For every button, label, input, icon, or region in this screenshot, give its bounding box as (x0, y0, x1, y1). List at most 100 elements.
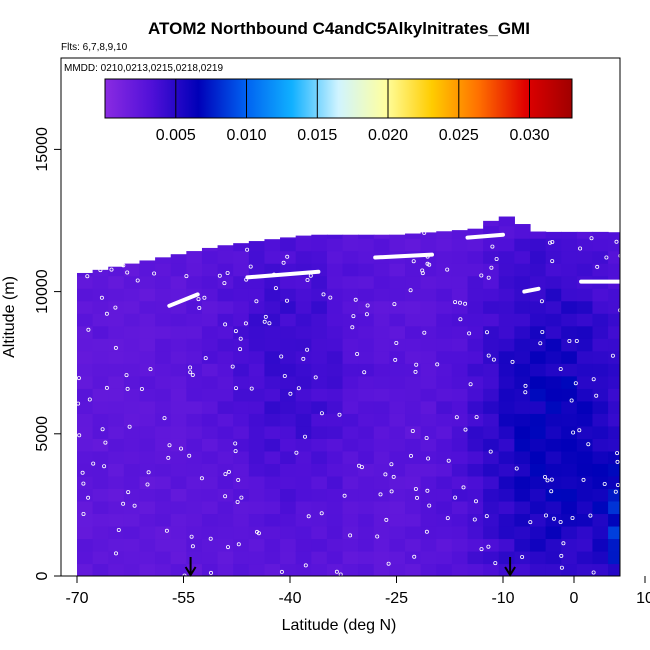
heatmap-cell (639, 413, 650, 426)
heatmap-cell (248, 375, 266, 389)
heatmap-cell (311, 313, 328, 327)
heatmap-cell (342, 475, 359, 489)
heatmap-cell (233, 475, 250, 489)
heatmap-cell (77, 375, 94, 389)
heatmap-cell (248, 475, 266, 489)
heatmap-cell (483, 525, 500, 540)
heatmap-cell (280, 375, 297, 389)
heatmap-cell (467, 438, 484, 452)
heatmap-cell (405, 263, 422, 277)
heatmap-cell (451, 388, 469, 402)
heatmap-cell (529, 488, 547, 502)
heatmap-cell (108, 563, 125, 576)
heatmap-cell (373, 338, 390, 352)
colorbar-tick-label: 0.005 (156, 127, 196, 144)
data-point (588, 513, 593, 518)
heatmap-cell (608, 475, 620, 489)
data-point (484, 330, 489, 335)
heatmap-cell (264, 500, 281, 515)
heatmap-cell (545, 438, 562, 452)
heatmap-cell (295, 313, 312, 327)
heatmap-cell (592, 463, 609, 477)
heatmap-cell (233, 400, 250, 414)
data-point (100, 427, 105, 432)
data-point (351, 314, 356, 319)
heatmap-cell (311, 250, 328, 264)
heatmap-cell (436, 413, 453, 427)
data-point (254, 529, 259, 534)
heatmap-cell (233, 363, 250, 377)
heatmap-cell (123, 375, 141, 389)
data-point (463, 301, 468, 306)
heatmap-cell (436, 475, 453, 489)
heatmap-cell (186, 538, 203, 552)
heatmap-cell (576, 250, 594, 264)
heatmap-cell (217, 263, 234, 277)
heatmap-cell (592, 313, 609, 327)
heatmap-cell (248, 300, 266, 314)
heatmap-cell (123, 338, 141, 352)
heatmap-cell (608, 263, 620, 277)
heatmap-cell (280, 388, 297, 402)
heatmap-cell (170, 325, 187, 339)
x-tick-label: 0 (570, 590, 579, 607)
data-point (338, 572, 343, 576)
heatmap-cell (248, 488, 266, 502)
data-point (80, 470, 85, 475)
heatmap-cell (217, 538, 234, 552)
heatmap-cell (389, 450, 406, 464)
heatmap-cell (498, 275, 515, 289)
heatmap-cell (576, 488, 594, 502)
heatmap-cell (483, 438, 500, 452)
heatmap-cell (123, 313, 141, 327)
heatmap-cell (420, 338, 437, 352)
heatmap-cell (248, 250, 266, 264)
heatmap-cell (248, 288, 266, 302)
heatmap-cell (108, 538, 125, 552)
heatmap-cell (561, 463, 578, 477)
heatmap-cell (467, 325, 484, 339)
heatmap-cell (233, 425, 250, 439)
heatmap-cell (217, 463, 234, 477)
heatmap-cell (326, 400, 344, 414)
heatmap-cell (436, 388, 453, 402)
data-point (233, 449, 238, 454)
heatmap-cell (342, 538, 359, 552)
data-point (199, 476, 204, 481)
heatmap-cell (639, 288, 650, 301)
heatmap-cell (529, 513, 547, 527)
data-point (559, 553, 564, 558)
heatmap-cell (186, 388, 203, 402)
heatmap-cell (233, 538, 250, 552)
data-point (262, 319, 267, 324)
heatmap-cell (92, 563, 109, 576)
heatmap-cell (545, 238, 562, 252)
heatmap-cell (77, 413, 94, 427)
heatmap-cell (186, 251, 203, 264)
data-point (225, 545, 230, 550)
heatmap-cell (467, 238, 484, 252)
data-point (245, 247, 250, 252)
heatmap-cell (155, 263, 172, 277)
heatmap-cell (358, 325, 375, 339)
heatmap-cell (451, 350, 469, 364)
x-tick-label: -55 (172, 590, 195, 607)
heatmap-cell (326, 475, 344, 489)
heatmap-cell (92, 550, 109, 565)
heatmap-cell (498, 500, 515, 515)
heatmap-cell (358, 400, 375, 414)
heatmap-cell (295, 538, 312, 552)
heatmap-cell (498, 438, 515, 452)
heatmap-cell (498, 300, 515, 314)
heatmap-cell (326, 463, 344, 477)
heatmap-cell (576, 513, 594, 527)
heatmap-cell (561, 450, 578, 464)
heatmap-cell (436, 250, 453, 264)
heatmap-cell (514, 400, 531, 414)
heatmap-cell (420, 275, 437, 289)
heatmap-cell (561, 388, 578, 402)
heatmap-cell (467, 488, 484, 502)
heatmap-cell (155, 375, 172, 389)
heatmap-cell (592, 400, 609, 414)
